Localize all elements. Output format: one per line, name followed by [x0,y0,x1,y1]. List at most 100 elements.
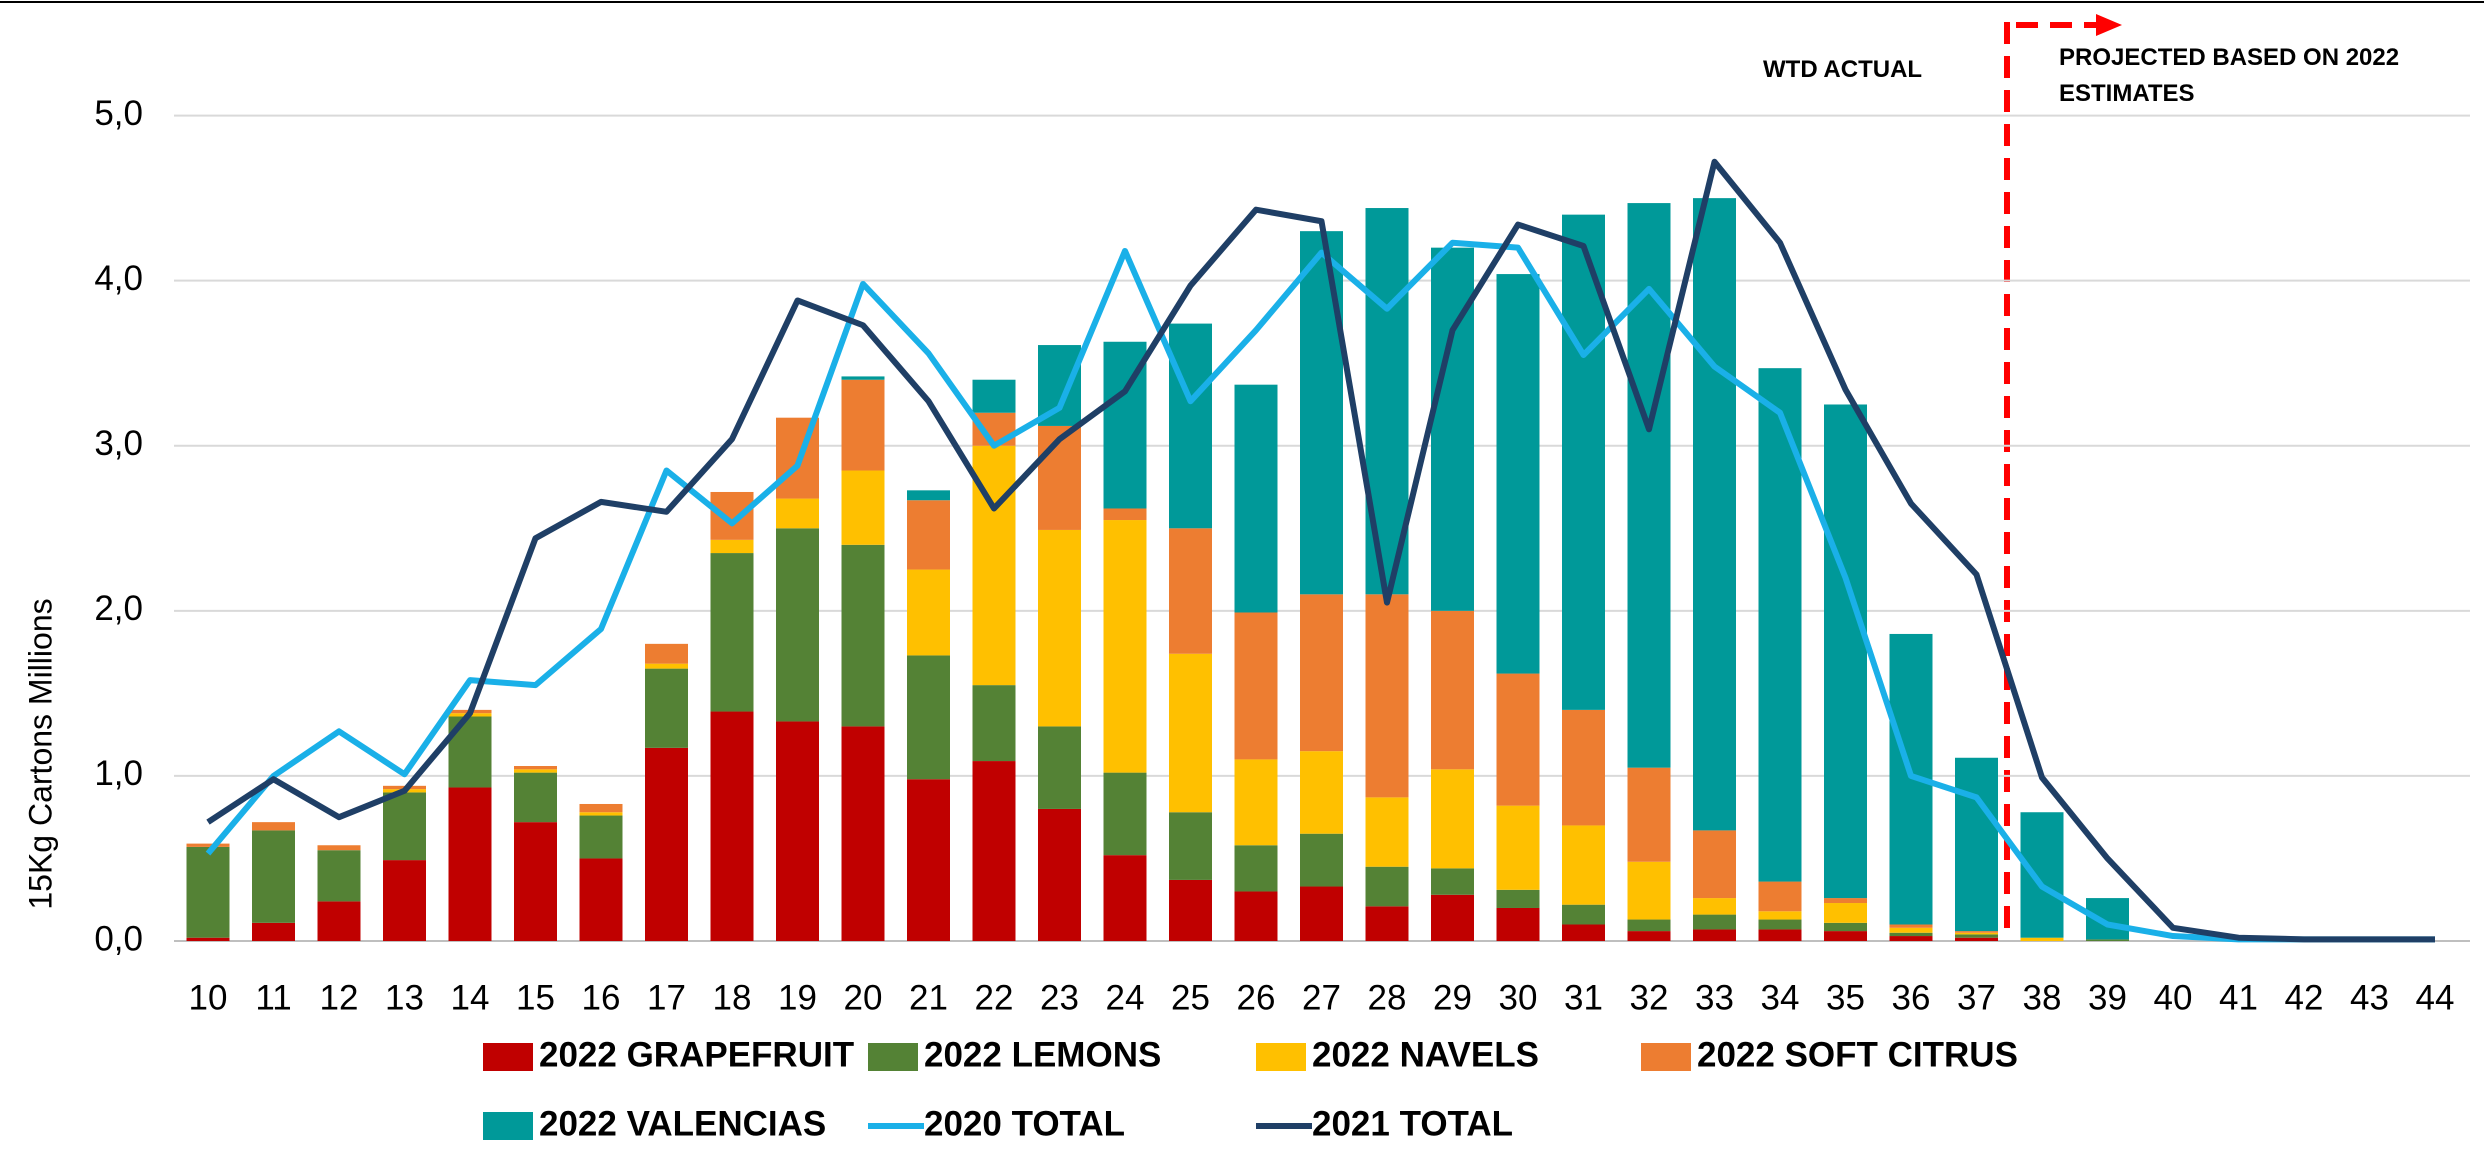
x-tick-label: 38 [2023,978,2062,1017]
x-tick-label: 30 [1499,978,1538,1017]
x-tick-label: 44 [2416,978,2455,1017]
bar-segment [1955,934,1998,937]
bar-segment [1235,845,1278,891]
bar-segment [1235,891,1278,941]
page: 15Kg Cartons Millions 0,01,02,03,04,05,0… [0,0,2484,1168]
bar-segment [1497,890,1540,908]
bar-segment [383,860,426,941]
bar-segment [1824,931,1867,941]
projection-arrowhead [2096,14,2122,36]
legend-label: 2022 NAVELS [1312,1035,1539,1074]
bar-segment [2021,938,2064,941]
x-tick-label: 16 [582,978,621,1017]
bar-segment [973,685,1016,761]
legend-swatch [483,1043,533,1071]
bar-segment [1759,920,1802,930]
bar-segment [252,830,295,922]
y-tick-label: 0,0 [94,919,143,958]
bar-segment [1431,868,1474,894]
x-tick-label: 28 [1368,978,1407,1017]
chart: 15Kg Cartons Millions 0,01,02,03,04,05,0… [0,0,2484,1168]
bar-segment [1169,880,1212,941]
bar-segment [842,376,885,379]
bar-segment [1169,528,1212,653]
bar-segment [1366,594,1409,797]
bar-segment [514,773,557,823]
bar-segment [449,787,492,941]
bar-segment [1366,867,1409,907]
bar-segment [187,847,230,938]
x-tick-label: 18 [713,978,752,1017]
x-tick-label: 41 [2219,978,2258,1017]
bar-segment [907,570,950,656]
bar-segment [1497,274,1540,673]
bar-segment [1628,920,1671,932]
legend-label: 2022 LEMONS [924,1035,1161,1074]
bar-segment [1693,915,1736,930]
x-tick-label: 14 [451,978,490,1017]
bar-segment [1235,612,1278,759]
bar-segment [1890,936,1933,941]
bar-segment [1431,895,1474,941]
bar-segment [1759,911,1802,919]
bar-segment [1104,773,1147,856]
bar-segment [514,822,557,941]
x-tick-label: 37 [1957,978,1996,1017]
bar-segment [580,858,623,941]
bar-segment [1562,905,1605,925]
y-axis-label: 15Kg Cartons Millions [22,598,58,909]
bar-segment [973,380,1016,413]
bar-segment [1169,812,1212,880]
x-tick-label: 24 [1106,978,1145,1017]
bar-segment [842,726,885,941]
bar-segment [318,845,361,850]
x-tick-label: 43 [2350,978,2389,1017]
x-tick-label: 11 [255,978,291,1017]
bar-segment [1366,797,1409,866]
bar-segment [514,769,557,772]
bar-segment [907,500,950,569]
bar-segment [1038,809,1081,941]
legend-label: 2020 TOTAL [924,1104,1125,1143]
bar-segment [1628,931,1671,941]
bar-segment [1300,834,1343,887]
bar-segment [1562,924,1605,941]
x-tick-label: 40 [2154,978,2193,1017]
x-tick-label: 33 [1695,978,1734,1017]
bar-segment [1300,751,1343,834]
bar-segment [1955,931,1998,933]
bar-segment [187,844,230,847]
bar-segment [1890,928,1933,933]
legend-swatch [1256,1043,1306,1071]
bar-segment [1038,530,1081,726]
x-tick-label: 35 [1826,978,1865,1017]
bar-segment [1038,726,1081,809]
bar-segment [1759,882,1802,912]
bar-segment [776,499,819,529]
bar-segment [580,816,623,859]
chart-container: 15Kg Cartons Millions 0,01,02,03,04,05,0… [0,0,2484,1168]
bar-segment [1562,825,1605,904]
bar-segment [1562,710,1605,826]
bar-segment [711,492,754,540]
bar-segment [383,792,426,860]
bar-segment [1955,933,1998,935]
legend-swatch [1641,1043,1691,1071]
bar-segment [2021,812,2064,937]
x-tick-label: 31 [1564,978,1603,1017]
y-tick-label: 2,0 [94,589,143,628]
x-tick-label: 34 [1761,978,1800,1017]
bar-segment [187,938,230,941]
bar-segment [1235,759,1278,845]
x-tick-label: 10 [189,978,228,1017]
x-tick-label: 29 [1433,978,1472,1017]
bar-segment [1300,231,1343,594]
x-tick-label: 13 [385,978,424,1017]
bar-segment [1890,924,1933,927]
bar-segment [514,766,557,769]
bar-segment [2086,939,2129,941]
bar-segment [1693,830,1736,898]
x-tick-label: 22 [975,978,1014,1017]
x-tick-label: 21 [909,978,948,1017]
bar-segment [1759,929,1802,941]
